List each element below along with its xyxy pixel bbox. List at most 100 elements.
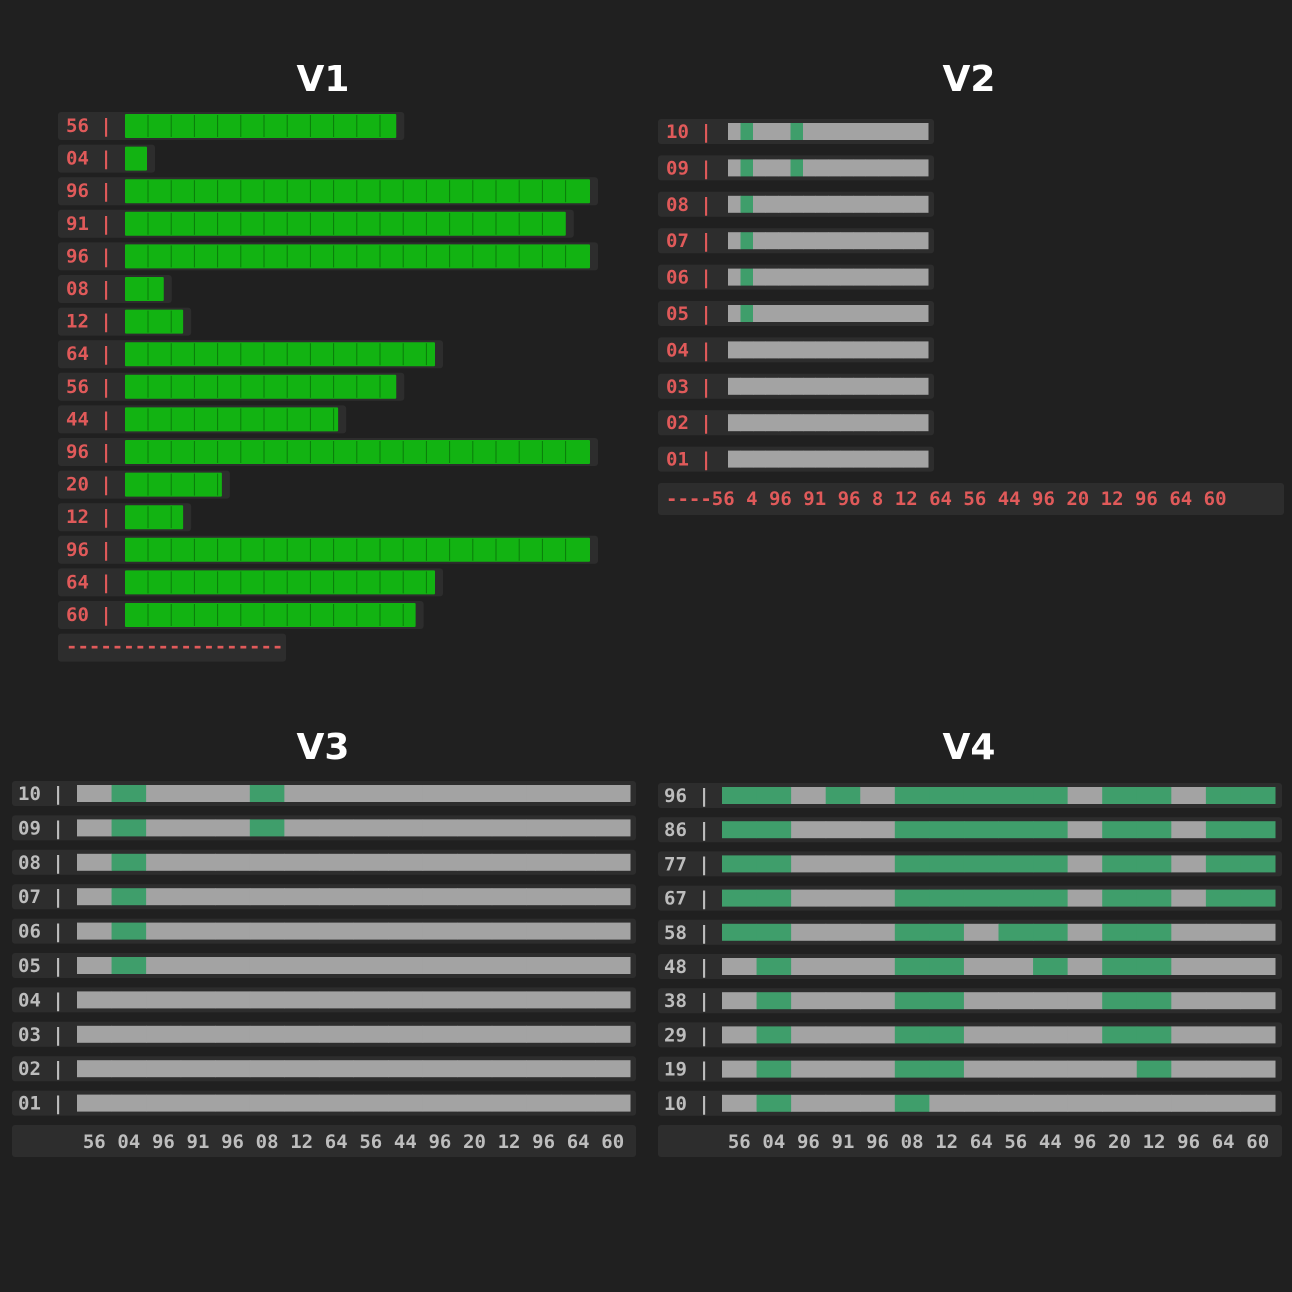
v2-cell — [815, 159, 829, 177]
v2-row-label: 01 | — [666, 449, 712, 471]
v4-cell — [929, 787, 965, 804]
v2-cell — [790, 268, 804, 286]
v2-cell — [753, 232, 766, 250]
v2-cell — [853, 232, 866, 250]
v2-cell — [915, 341, 929, 359]
v3-cell — [491, 819, 527, 837]
v4-cell — [1067, 958, 1103, 975]
v3-cell — [560, 819, 596, 837]
v3-cell — [77, 1060, 113, 1078]
v2-cell — [740, 159, 754, 177]
v3-x-tick: 12 — [290, 1131, 313, 1153]
v2-cell — [728, 232, 741, 250]
v1-row-label: 56 | — [66, 115, 112, 137]
v3-cell — [284, 888, 320, 906]
v2-cell — [815, 450, 829, 468]
v2-cell — [740, 305, 754, 322]
v2-cell — [903, 450, 916, 468]
v2-cell — [753, 377, 766, 395]
v4-cell — [929, 821, 965, 839]
v4-cell — [1171, 958, 1207, 975]
v3-cell — [215, 785, 251, 802]
v3-cell — [111, 991, 147, 1009]
v3-cell — [422, 819, 458, 837]
v1-bar — [125, 407, 339, 432]
v3-cell — [318, 1025, 354, 1043]
v2-cell — [915, 414, 929, 432]
v1-row-label: 64 | — [66, 343, 112, 365]
v4-x-tick: 96 — [797, 1131, 820, 1153]
v3-cell — [353, 819, 389, 837]
v2-cell — [753, 123, 766, 140]
v3-x-tick: 20 — [463, 1131, 486, 1153]
v4-cell — [929, 923, 965, 941]
v2-cell — [753, 268, 766, 286]
v4-cell — [1067, 923, 1103, 941]
v3-cell — [526, 1060, 562, 1078]
v2-cell — [790, 341, 804, 359]
v4-cell — [791, 889, 827, 907]
v4-cell — [1171, 1094, 1207, 1112]
v3-cell — [284, 1025, 320, 1043]
v3-cell — [526, 888, 562, 906]
v1-baseline: ------------------- — [66, 636, 283, 658]
v4-cell — [756, 787, 792, 804]
v3-cell — [215, 888, 251, 906]
v2-row-label: 02 | — [666, 412, 712, 434]
v2-cell — [740, 414, 754, 432]
v4-cell — [860, 787, 896, 804]
v3-cell — [491, 853, 527, 871]
v3-x-tick: 12 — [498, 1131, 521, 1153]
v2-axis-bg — [658, 483, 1284, 515]
v4-cell — [791, 992, 827, 1010]
v3-cell — [422, 1025, 458, 1043]
v4-cell — [1171, 889, 1207, 907]
v2-cell — [753, 450, 766, 468]
v3-cell — [249, 991, 285, 1009]
v2-cell — [865, 268, 879, 286]
v3-cell — [422, 957, 458, 974]
v2-cell — [840, 305, 854, 322]
v4-cell — [1136, 1060, 1172, 1078]
v3-cell — [388, 922, 424, 940]
v2-cell — [790, 159, 804, 177]
v3-cell — [284, 1060, 320, 1078]
v4-x-tick: 91 — [832, 1131, 855, 1153]
v3-cell — [318, 785, 354, 802]
v4-cell — [791, 787, 827, 804]
v4-cell — [894, 821, 930, 839]
v3-cell — [526, 991, 562, 1009]
v2-cell — [828, 195, 841, 213]
v1-row-label: 12 | — [66, 311, 112, 333]
v4-cell — [1136, 821, 1172, 839]
v3-cell — [353, 991, 389, 1009]
v3-cell — [595, 853, 631, 871]
v2-cell — [778, 232, 791, 250]
v3-cell — [560, 1094, 596, 1112]
v3-cell — [180, 785, 216, 802]
v2-title: V2 — [942, 59, 996, 100]
v3-x-tick: 56 — [359, 1131, 382, 1153]
v2-cell — [853, 305, 866, 322]
v3-x-tick: 56 — [83, 1131, 106, 1153]
v3-cell — [146, 1025, 182, 1043]
v3-cell — [388, 1094, 424, 1112]
v3-cell — [146, 1094, 182, 1112]
v3-x-tick: 04 — [117, 1131, 140, 1153]
v2-cell — [840, 195, 854, 213]
v4-cell — [963, 1094, 999, 1112]
v3-cell — [318, 819, 354, 837]
v4-cell — [1240, 1026, 1276, 1044]
v3-cell — [388, 888, 424, 906]
v3-cell — [560, 785, 596, 802]
v3-cell — [77, 1025, 113, 1043]
v3-cell — [526, 785, 562, 802]
v4-cell — [1205, 1060, 1241, 1078]
v2-cell — [865, 450, 879, 468]
v4-cell — [929, 992, 965, 1010]
v3-cell — [491, 1060, 527, 1078]
v4-cell — [1171, 1060, 1207, 1078]
v3-row-label: 06 | — [18, 921, 64, 943]
v2-cell — [815, 195, 829, 213]
v4-cell — [963, 855, 999, 873]
